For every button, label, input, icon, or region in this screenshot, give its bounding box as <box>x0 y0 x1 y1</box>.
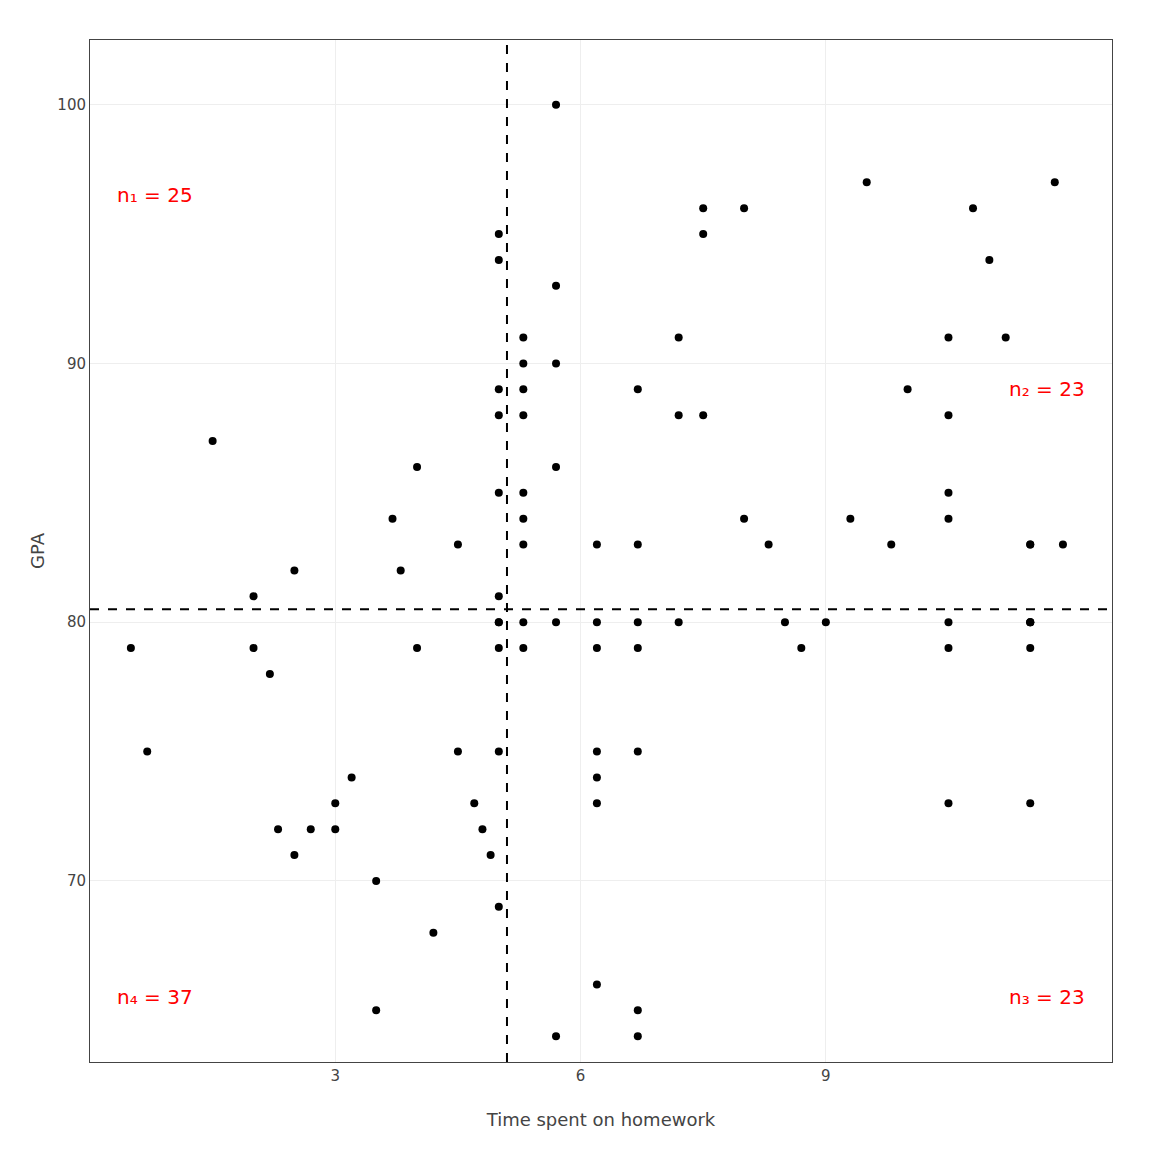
svg-text:GPA: GPA <box>27 532 48 569</box>
svg-text:n₁ = 25: n₁ = 25 <box>117 183 193 207</box>
svg-text:80: 80 <box>67 613 86 631</box>
svg-text:9: 9 <box>821 1067 831 1085</box>
svg-text:3: 3 <box>331 1067 341 1085</box>
svg-text:n₂ = 23: n₂ = 23 <box>1009 377 1085 401</box>
svg-text:n₃ = 23: n₃ = 23 <box>1009 985 1085 1009</box>
svg-text:100: 100 <box>57 96 86 114</box>
svg-text:6: 6 <box>576 1067 586 1085</box>
svg-text:n₄ = 37: n₄ = 37 <box>117 985 193 1009</box>
svg-text:70: 70 <box>67 872 86 890</box>
svg-text:Time spent on homework: Time spent on homework <box>486 1109 716 1130</box>
svg-text:90: 90 <box>67 355 86 373</box>
